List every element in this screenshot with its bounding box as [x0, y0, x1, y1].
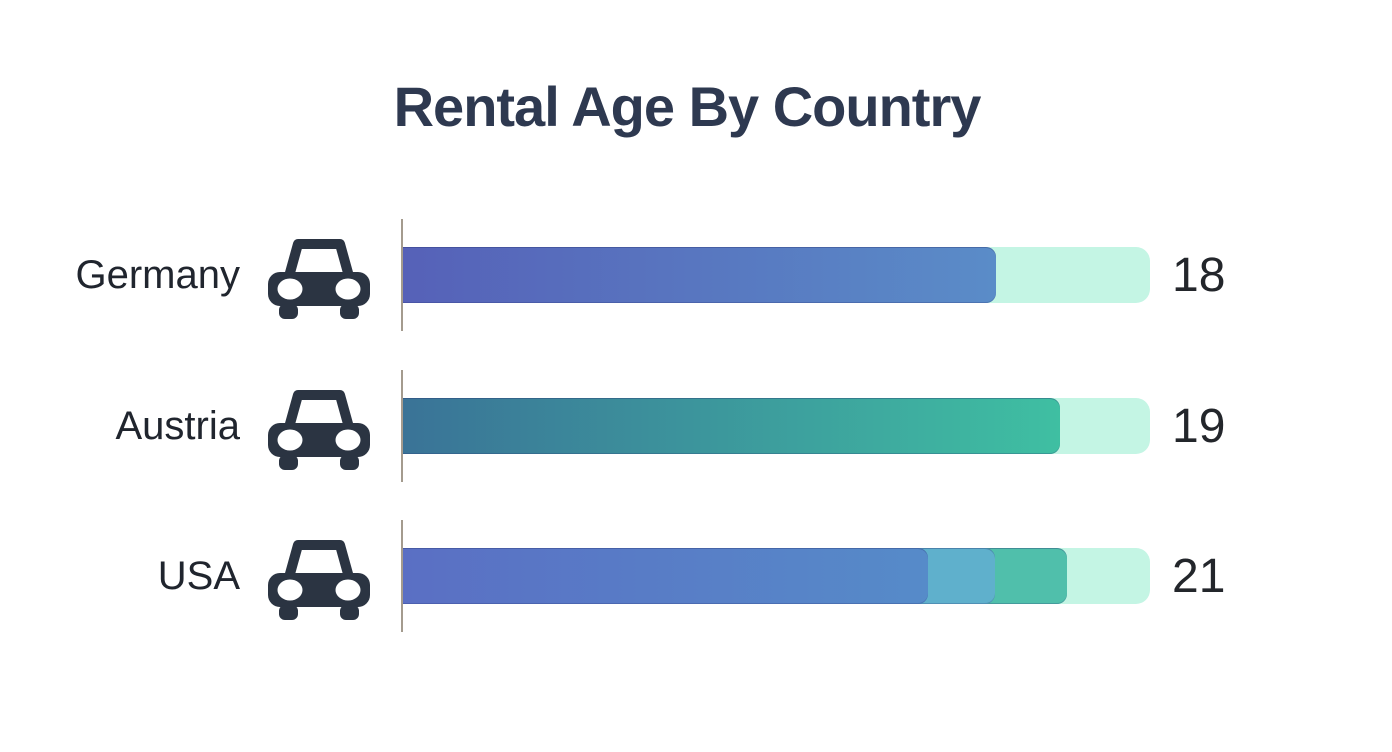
chart-row-germany: Germany 18: [0, 219, 1392, 331]
chart-row-austria: Austria 19: [0, 370, 1392, 482]
car-icon: [266, 230, 372, 320]
car-icon: [266, 531, 372, 621]
bar-value-label: 19: [1172, 399, 1226, 453]
category-label-usa: USA: [157, 553, 240, 598]
chart-title: Rental Age By Country: [393, 75, 982, 138]
bar-track: [403, 548, 1150, 604]
chart-row-usa: USA 21: [0, 520, 1392, 632]
bar-fill-segment: [403, 247, 997, 303]
category-label-austria: Austria: [115, 403, 241, 448]
car-icon: [266, 381, 372, 471]
bar-fill-segment: [403, 398, 1060, 454]
category-label-germany: Germany: [75, 252, 241, 297]
axis-tick-line: [401, 370, 403, 482]
axis-tick-line: [401, 219, 403, 331]
axis-tick-line: [401, 520, 403, 632]
bar-fill-segment: [403, 548, 929, 604]
bar-value-label: 18: [1172, 248, 1226, 302]
bar-track: [403, 247, 1150, 303]
bar-value-label: 21: [1172, 549, 1226, 603]
bar-track: [403, 398, 1150, 454]
